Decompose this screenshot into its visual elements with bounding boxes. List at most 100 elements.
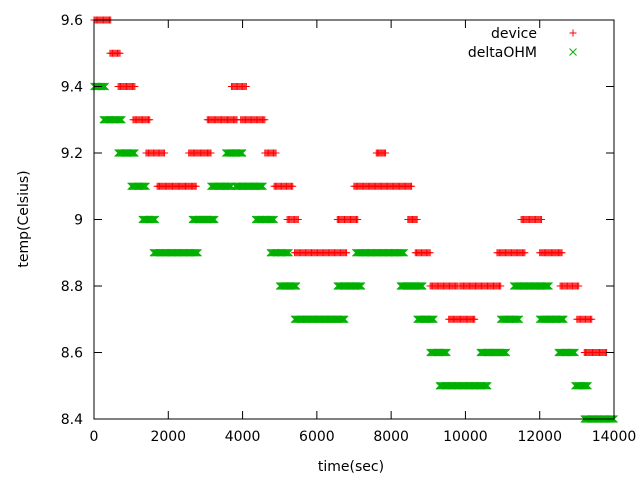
data-point: [357, 282, 366, 290]
data-point: [558, 249, 566, 257]
data-point: [415, 282, 424, 290]
data-point: [440, 348, 449, 357]
data-point: [288, 282, 297, 290]
data-point: [382, 149, 390, 157]
x-tick-label: 12000: [517, 429, 562, 445]
data-point: [139, 182, 148, 191]
data-point: [441, 348, 450, 357]
series-device: [90, 16, 611, 356]
data-point: [131, 149, 139, 157]
data-point: [266, 215, 275, 224]
data-point: [138, 182, 147, 191]
data-point: [426, 315, 435, 324]
data-point: [161, 149, 169, 157]
data-point: [338, 315, 347, 324]
data-point: [483, 381, 492, 390]
data-point: [430, 315, 438, 324]
data-point: [400, 248, 408, 257]
data-point: [116, 49, 124, 57]
data-point: [515, 315, 524, 324]
data-point: [270, 215, 278, 224]
data-point: [209, 215, 218, 224]
data-point: [542, 282, 551, 290]
data-point: [194, 248, 202, 257]
data-point: [427, 315, 436, 324]
data-point: [101, 82, 109, 91]
data-point: [580, 381, 589, 390]
data-point: [294, 216, 302, 223]
data-point: [255, 182, 264, 191]
data-point: [267, 215, 276, 224]
data-point: [512, 315, 521, 324]
data-point: [207, 215, 216, 224]
x-tick-label: 10000: [443, 429, 488, 445]
data-point: [190, 248, 199, 257]
data-point: [500, 348, 508, 357]
data-point: [292, 282, 301, 290]
data-point: [261, 116, 269, 124]
data-point: [191, 248, 200, 257]
data-point: [151, 215, 160, 224]
data-point: [100, 82, 108, 91]
y-tick-label: 9: [74, 213, 83, 229]
data-point: [129, 149, 138, 157]
data-point: [408, 182, 416, 190]
data-point: [291, 282, 300, 290]
data-point: [235, 149, 243, 157]
data-point: [354, 216, 362, 223]
y-tick-label: 8.8: [61, 279, 83, 295]
data-point: [356, 282, 365, 290]
data-point: [290, 282, 298, 290]
data-point: [142, 182, 150, 191]
data-point: [355, 282, 363, 290]
data-point: [337, 315, 345, 324]
data-point: [116, 115, 125, 124]
data-point: [192, 182, 200, 190]
data-point: [443, 348, 451, 357]
data-point: [242, 83, 250, 90]
data-point: [237, 149, 246, 157]
x-tick-label: 4000: [225, 429, 261, 445]
legend-marker-device: [569, 29, 577, 37]
data-point: [210, 215, 219, 224]
legend-label-deltaohm: deltaOHM: [468, 45, 537, 61]
data-point: [582, 381, 591, 390]
data-point: [501, 348, 509, 357]
data-point: [236, 149, 245, 157]
data-point: [282, 248, 291, 257]
data-point: [498, 348, 507, 357]
data-point: [150, 215, 158, 224]
data-point: [557, 315, 566, 324]
data-point: [225, 182, 233, 191]
marks-layer: [90, 16, 618, 423]
data-point: [192, 248, 201, 257]
data-point: [545, 282, 553, 290]
tick-layer: 0 2000 4000 6000 8000 10000 12000 14000 8.4 8.6 8.…: [61, 13, 637, 445]
data-point: [588, 315, 596, 323]
data-point: [396, 248, 405, 257]
data-point: [343, 249, 351, 257]
data-point: [223, 182, 232, 191]
data-point: [511, 315, 520, 324]
data-point: [128, 149, 137, 157]
data-point: [560, 315, 568, 324]
data-point: [543, 282, 552, 290]
y-tick-label: 9.4: [61, 80, 83, 96]
data-point: [571, 348, 579, 357]
data-point: [98, 82, 107, 91]
data-point: [514, 315, 522, 324]
legend-marker-deltaohm: [569, 48, 577, 56]
data-point: [259, 182, 267, 191]
data-point: [149, 215, 157, 224]
y-tick-label: 8.4: [61, 412, 83, 428]
data-point: [147, 215, 156, 224]
data-point: [480, 381, 488, 390]
data-point: [115, 115, 124, 124]
y-tick-label: 9.2: [61, 146, 83, 162]
data-point: [569, 348, 578, 357]
data-point: [397, 248, 406, 257]
data-point: [502, 348, 511, 357]
data-point: [339, 315, 348, 324]
